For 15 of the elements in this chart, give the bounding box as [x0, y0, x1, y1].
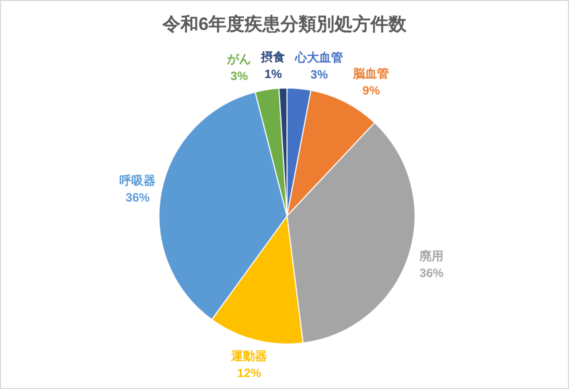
slice-label: 心大血管 [294, 50, 344, 65]
chart-title: 令和6年度疾患分類別処方件数 [161, 14, 408, 34]
slice-label: がん [226, 52, 252, 66]
data-label: 3% [310, 68, 328, 82]
slice-label: 脳血管 [352, 66, 390, 81]
slice-label: 運動器 [230, 349, 268, 364]
data-label: 9% [362, 84, 380, 98]
slice-label: 廃用 [418, 248, 444, 263]
data-label: 36% [420, 266, 444, 280]
slice-label: 呼吸器 [120, 174, 156, 188]
data-label: 3% [230, 68, 248, 83]
data-label: 36% [126, 190, 150, 205]
slice-label: 摂食 [260, 50, 286, 64]
data-label: 1% [264, 67, 282, 82]
data-label: 12% [237, 366, 262, 380]
